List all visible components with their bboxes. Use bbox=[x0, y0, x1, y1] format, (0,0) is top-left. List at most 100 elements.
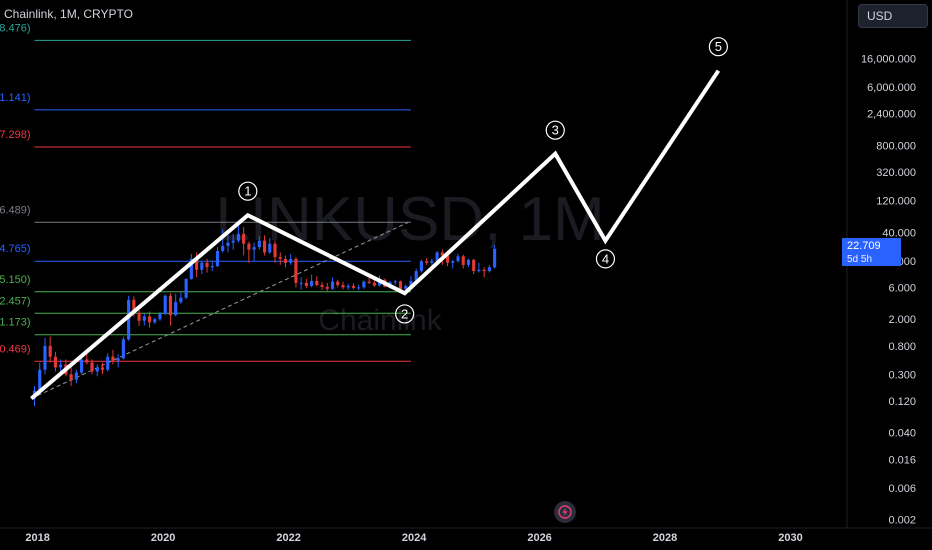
candle-body bbox=[493, 248, 497, 268]
time-tick-label: 2026 bbox=[527, 532, 551, 544]
candle-body bbox=[362, 281, 366, 288]
fib-level-label: 161.80% (2,721.141) bbox=[0, 92, 31, 104]
candle-body bbox=[111, 356, 115, 361]
candle-body bbox=[414, 271, 418, 281]
candle-body bbox=[304, 282, 308, 286]
candle-body bbox=[252, 247, 256, 250]
candle-body bbox=[195, 258, 199, 270]
wave-label-circle bbox=[395, 304, 415, 324]
wave-label-text: 4 bbox=[602, 251, 609, 266]
watermark-sub: Chainlink bbox=[318, 304, 442, 337]
candle-body bbox=[409, 280, 413, 286]
candle-body bbox=[451, 261, 455, 263]
price-tick-label: 800.000 bbox=[876, 140, 916, 152]
candle-body bbox=[346, 285, 350, 288]
price-tick-label: 16,000.000 bbox=[861, 53, 916, 65]
candle-body bbox=[425, 261, 429, 263]
price-tick-label: 320.000 bbox=[876, 167, 916, 179]
bar-countdown: 5d 5h bbox=[847, 254, 873, 265]
candle-body bbox=[137, 312, 141, 321]
candle-body bbox=[310, 280, 314, 286]
candle-body bbox=[100, 367, 105, 370]
wave-label-circle bbox=[708, 37, 728, 57]
fibonacci-extension[interactable]: 200.00% (29,848.476) 161.80% (2,721.141) 1… bbox=[0, 22, 411, 362]
candle-body bbox=[336, 281, 340, 286]
candle-body bbox=[168, 295, 173, 316]
price-tick-label: 0.002 bbox=[888, 515, 916, 527]
candle-body bbox=[221, 245, 225, 252]
candle-body bbox=[205, 262, 209, 268]
price-tick-label: 0.016 bbox=[888, 454, 916, 466]
wave-polyline[interactable] bbox=[30, 69, 721, 401]
candle-body bbox=[351, 285, 356, 288]
symbol-watermark: LINKUSD, 1M Chainlink bbox=[215, 185, 604, 337]
candle-body bbox=[320, 285, 324, 287]
candle-body bbox=[85, 359, 89, 363]
candle-body bbox=[440, 252, 444, 256]
candle-body bbox=[268, 243, 272, 253]
currency-button[interactable]: USD bbox=[858, 4, 928, 28]
price-tick-label: 6.000 bbox=[888, 282, 916, 294]
candle-body bbox=[404, 285, 408, 289]
candle-body bbox=[294, 258, 298, 283]
candle-body bbox=[127, 299, 131, 340]
candle-body bbox=[142, 316, 146, 321]
candle-body bbox=[330, 281, 335, 289]
price-tick-label: 0.800 bbox=[888, 341, 916, 353]
candle-body bbox=[466, 259, 471, 265]
fib-level-label: 100.00% (56.489) bbox=[0, 204, 31, 216]
candle-body bbox=[74, 372, 78, 380]
candle-body bbox=[262, 240, 267, 253]
watermark-main: LINKUSD, 1M bbox=[215, 185, 604, 254]
candle-body bbox=[210, 266, 214, 268]
candle-body bbox=[289, 258, 293, 263]
current-price-tag: 22.709 5d 5h bbox=[842, 238, 901, 266]
candle-body bbox=[116, 358, 120, 361]
candle-body bbox=[477, 269, 481, 272]
candle-body bbox=[445, 255, 450, 263]
candle-body bbox=[482, 269, 486, 272]
candle-body bbox=[226, 242, 230, 246]
price-tick-label: 120.000 bbox=[876, 195, 916, 207]
candle-body bbox=[38, 369, 42, 391]
candle-body bbox=[90, 362, 94, 372]
candle-body bbox=[372, 282, 376, 286]
candle-body bbox=[236, 233, 240, 241]
candle-body bbox=[357, 287, 361, 289]
elliott-wave-path[interactable] bbox=[30, 69, 721, 401]
fib-level-label: 23.60% (0.469) bbox=[0, 343, 31, 355]
candle-body bbox=[174, 302, 178, 316]
time-tick-label: 2030 bbox=[778, 532, 802, 544]
wave-label-circle bbox=[238, 181, 258, 201]
candle-body bbox=[325, 286, 329, 289]
candle-body bbox=[393, 281, 397, 283]
time-axis[interactable]: 2018 2020 2022 2024 2026 2028 2030 bbox=[0, 527, 932, 544]
price-axis[interactable]: 16,000.000 6,000.000 2,400.000 800.000 320.0… bbox=[861, 53, 916, 526]
fib-level-label: 50.00% (2.457) bbox=[0, 295, 31, 307]
candle-body bbox=[163, 295, 167, 314]
candle-body bbox=[419, 261, 423, 272]
fib-level-label: 78.60% (14.765) bbox=[0, 243, 31, 255]
wave-label-text: 5 bbox=[715, 39, 722, 54]
wave-label-circle bbox=[595, 249, 616, 269]
candle-body bbox=[283, 258, 288, 263]
time-tick-label: 2022 bbox=[276, 532, 300, 544]
wave-label-text: 1 bbox=[244, 184, 251, 199]
current-price-value: 22.709 bbox=[847, 240, 881, 252]
candle-body bbox=[273, 243, 277, 258]
price-tick-label: 0.120 bbox=[888, 396, 916, 408]
dashed-trend-line[interactable] bbox=[31, 222, 409, 399]
time-tick-label: 2028 bbox=[653, 532, 677, 544]
candle-body bbox=[79, 359, 84, 373]
candle-body bbox=[179, 297, 183, 303]
candle-body bbox=[398, 281, 403, 289]
candle-body bbox=[242, 233, 246, 244]
candle-body bbox=[430, 260, 434, 263]
price-tick-label: 0.040 bbox=[888, 428, 916, 440]
lightning-icon[interactable] bbox=[554, 501, 576, 523]
candle-body bbox=[247, 243, 251, 250]
time-tick-label: 2018 bbox=[25, 532, 49, 544]
trend-line[interactable] bbox=[31, 222, 409, 399]
candle-body bbox=[48, 345, 52, 357]
